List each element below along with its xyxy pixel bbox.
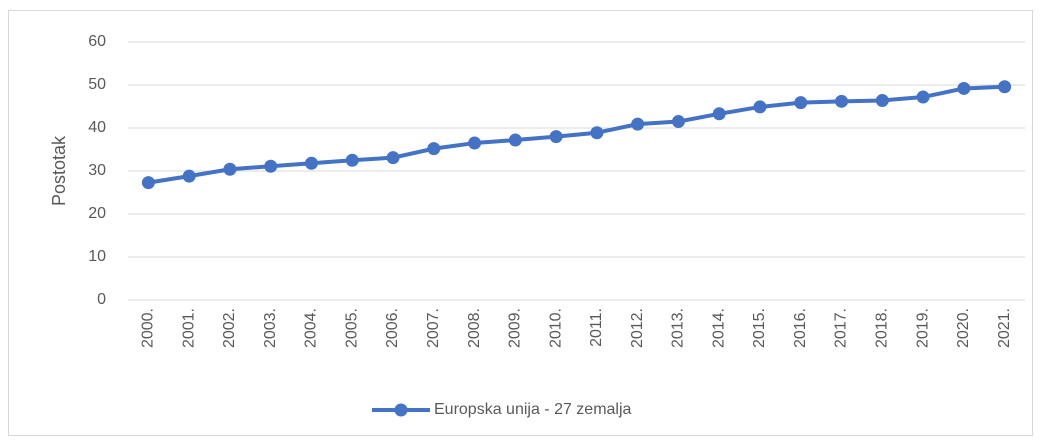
point bbox=[794, 96, 808, 110]
point bbox=[671, 115, 685, 129]
chart-border bbox=[8, 10, 1033, 436]
point bbox=[508, 133, 522, 147]
point bbox=[264, 159, 278, 173]
point bbox=[223, 162, 237, 176]
point bbox=[590, 126, 604, 140]
x-tick-label: 2016. bbox=[792, 308, 809, 348]
x-tick-label: 2014. bbox=[710, 308, 727, 348]
x-tick-label: 2004. bbox=[303, 308, 320, 348]
x-tick-label: 2021. bbox=[996, 308, 1013, 348]
x-tick-label: 2015. bbox=[751, 308, 768, 348]
point bbox=[753, 100, 767, 114]
x-tick-label: 2008. bbox=[466, 308, 483, 348]
x-tick-label: 2019. bbox=[914, 308, 931, 348]
y-tick-label: 40 bbox=[88, 119, 106, 136]
legend-marker bbox=[394, 403, 408, 417]
x-tick-label: 2009. bbox=[507, 308, 524, 348]
y-tick-label: 20 bbox=[88, 205, 106, 222]
y-tick-label: 30 bbox=[88, 162, 106, 179]
x-tick-label: 2020. bbox=[955, 308, 972, 348]
x-tick-label: 2012. bbox=[629, 308, 646, 348]
point bbox=[468, 136, 482, 150]
x-tick-label: 2002. bbox=[221, 308, 238, 348]
x-tick-label: 2011. bbox=[588, 308, 605, 347]
x-tick-label: 2000. bbox=[140, 308, 157, 348]
x-tick-label: 2013. bbox=[670, 308, 687, 348]
point bbox=[875, 93, 889, 107]
point bbox=[549, 130, 563, 144]
point bbox=[916, 90, 930, 104]
y-tick-label: 60 bbox=[88, 33, 106, 50]
y-tick-label: 10 bbox=[88, 248, 106, 265]
x-tick-label: 2005. bbox=[343, 308, 360, 348]
point bbox=[712, 107, 726, 121]
point bbox=[141, 176, 155, 190]
x-tick-label: 2010. bbox=[547, 308, 564, 348]
point bbox=[345, 153, 359, 167]
point bbox=[998, 80, 1012, 94]
point bbox=[631, 117, 645, 131]
y-axis-label: Postotak bbox=[49, 135, 69, 206]
point bbox=[304, 156, 318, 170]
point bbox=[386, 151, 400, 165]
x-tick-label: 2006. bbox=[384, 308, 401, 348]
point bbox=[182, 169, 196, 183]
x-tick-label: 2018. bbox=[874, 308, 891, 348]
series-line bbox=[148, 84, 1005, 185]
legend-label: Europska unija - 27 zemalja bbox=[434, 401, 632, 418]
x-tick-label: 2017. bbox=[833, 308, 850, 348]
y-tick-label: 50 bbox=[88, 76, 106, 93]
x-tick-label: 2003. bbox=[262, 308, 279, 348]
point bbox=[427, 142, 441, 156]
x-tick-label: 2007. bbox=[425, 308, 442, 348]
x-tick-label: 2001. bbox=[180, 308, 197, 348]
point bbox=[835, 94, 849, 108]
y-tick-label: 0 bbox=[97, 291, 106, 308]
point bbox=[957, 81, 971, 95]
